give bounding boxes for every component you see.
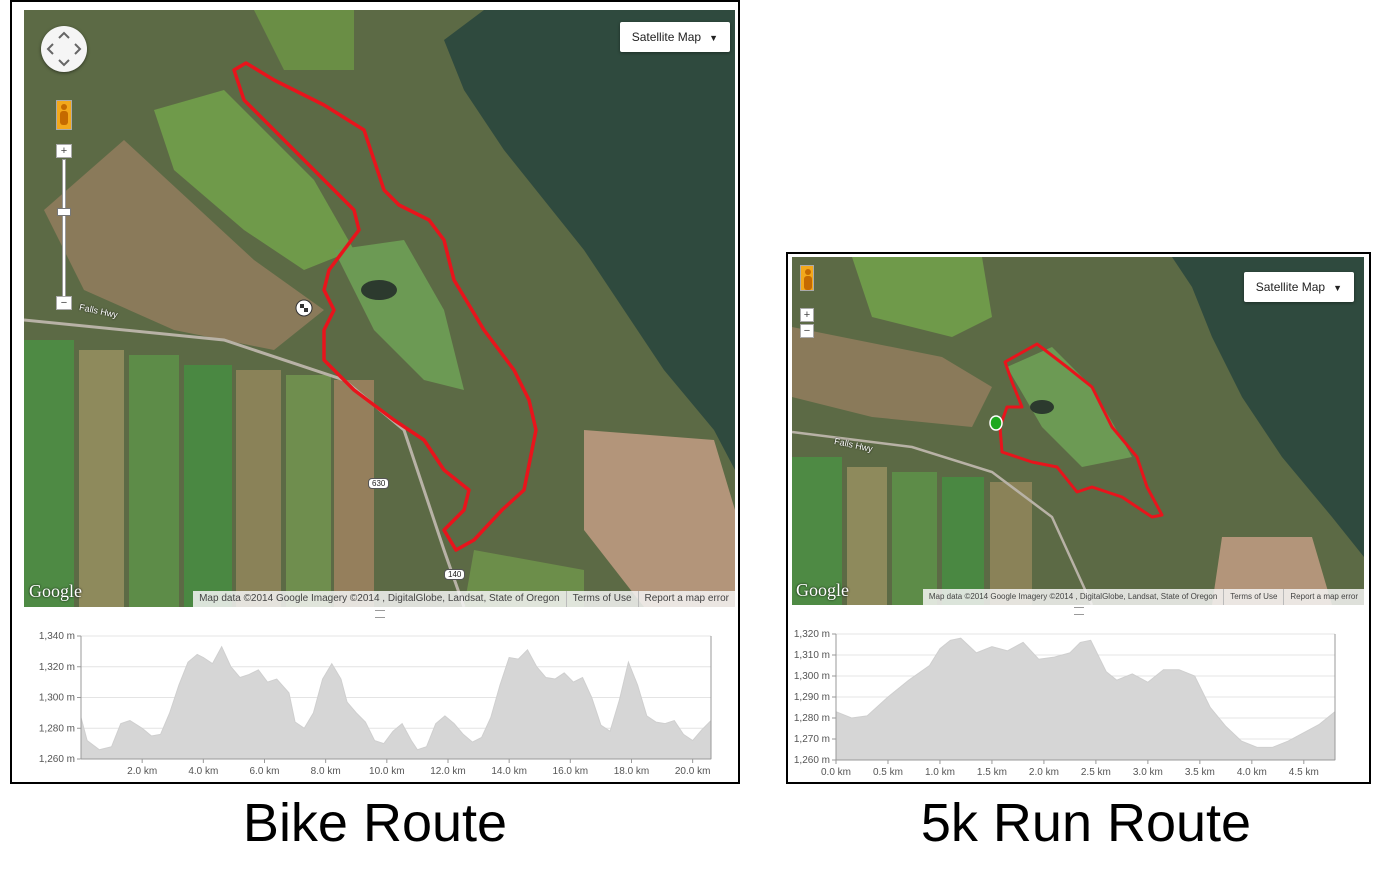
x-tick-label: 2.0 km xyxy=(1029,767,1059,776)
map-attribution: Map data ©2014 Google Imagery ©2014 , Di… xyxy=(193,591,735,607)
y-tick-label: 1,270 m xyxy=(794,734,830,745)
y-tick-label: 1,310 m xyxy=(794,650,830,661)
google-logo: Google xyxy=(796,580,849,600)
run-elevation-chart: 1,260 m 1,270 m 1,280 m 1,290 m 1,300 m 1,310… xyxy=(792,618,1364,776)
google-logo: Google xyxy=(29,581,82,601)
run-route-caption: 5k Run Route xyxy=(920,793,1252,853)
bike-elevation-svg: 1,260 m 1,280 m 1,300 m 1,320 m 1,340 m 2.0 k… xyxy=(39,631,712,777)
elevation-area xyxy=(835,637,1336,761)
x-tick-label: 0.5 km xyxy=(873,767,903,776)
map-type-button[interactable]: Satellite Map ▼ xyxy=(1243,272,1354,302)
y-tick-label: 1,320 m xyxy=(39,662,75,673)
zoom-in-button[interactable]: + xyxy=(800,308,814,322)
x-tick-label: 1.0 km xyxy=(925,767,955,776)
zoom-in-button[interactable]: + xyxy=(56,144,72,158)
x-tick-label: 3.5 km xyxy=(1185,767,1215,776)
x-tick-label: 1.5 km xyxy=(977,767,1007,776)
bike-route-panel: + − Falls Hwy 630 140 Satellite Map ▼ Goo… xyxy=(10,0,740,784)
satellite-imagery xyxy=(792,257,1364,605)
x-tick-label: 4.5 km xyxy=(1289,767,1319,776)
bike-route-caption: Bike Route xyxy=(242,793,508,853)
green-start-marker-icon[interactable] xyxy=(989,415,1003,433)
run-map[interactable]: + − Falls Hwy Satellite Map ▼ Google Map … xyxy=(792,257,1364,605)
resize-grip[interactable] xyxy=(1074,607,1084,615)
x-tick-label: 4.0 km xyxy=(188,766,218,777)
report-error-link[interactable]: Report a map error xyxy=(637,591,735,607)
dropdown-caret-icon: ▼ xyxy=(709,33,718,43)
zoom-out-button[interactable]: − xyxy=(56,296,72,310)
terms-link[interactable]: Terms of Use xyxy=(565,591,638,607)
x-tick-label: 12.0 km xyxy=(430,766,466,777)
y-tick-label: 1,260 m xyxy=(794,755,830,766)
y-tick-label: 1,300 m xyxy=(794,671,830,682)
x-tick-label: 6.0 km xyxy=(249,766,279,777)
x-tick-label: 2.5 km xyxy=(1081,767,1111,776)
x-tick-label: 4.0 km xyxy=(1237,767,1267,776)
checkered-flag-icon[interactable] xyxy=(295,299,313,317)
y-tick-label: 1,260 m xyxy=(39,754,75,765)
y-tick-label: 1,300 m xyxy=(39,693,75,704)
road-shield-140: 140 xyxy=(444,569,466,580)
attribution-text: Map data ©2014 Google Imagery ©2014 , Di… xyxy=(928,592,1218,601)
run-route-panel: + − Falls Hwy Satellite Map ▼ Google Map … xyxy=(786,252,1371,784)
satellite-imagery xyxy=(24,10,735,607)
pan-control[interactable] xyxy=(41,26,87,72)
x-tick-label: 16.0 km xyxy=(553,766,589,777)
zoom-out-button[interactable]: − xyxy=(800,324,814,338)
bike-map[interactable]: + − Falls Hwy 630 140 Satellite Map ▼ Goo… xyxy=(24,10,735,607)
map-attribution: Map data ©2014 Google Imagery ©2014 , Di… xyxy=(922,589,1364,605)
x-tick-label: 10.0 km xyxy=(369,766,405,777)
map-type-label: Satellite Map xyxy=(631,30,702,44)
map-type-button[interactable]: Satellite Map ▼ xyxy=(619,22,730,52)
y-tick-label: 1,290 m xyxy=(794,692,830,703)
x-tick-label: 0.0 km xyxy=(821,767,851,776)
run-elevation-svg: 1,260 m 1,270 m 1,280 m 1,290 m 1,300 m 1,310… xyxy=(794,629,1336,776)
x-tick-label: 8.0 km xyxy=(311,766,341,777)
x-tick-label: 14.0 km xyxy=(491,766,527,777)
dropdown-caret-icon: ▼ xyxy=(1333,283,1342,293)
x-tick-label: 2.0 km xyxy=(127,766,157,777)
y-tick-label: 1,280 m xyxy=(794,713,830,724)
report-error-link[interactable]: Report a map error xyxy=(1283,589,1364,605)
y-tick-label: 1,320 m xyxy=(794,629,830,640)
terms-link[interactable]: Terms of Use xyxy=(1223,589,1283,605)
y-tick-label: 1,280 m xyxy=(39,723,75,734)
pegman-icon[interactable] xyxy=(800,265,814,291)
pan-arrows-icon xyxy=(46,31,82,67)
x-tick-label: 18.0 km xyxy=(614,766,650,777)
zoom-slider-track[interactable] xyxy=(62,159,66,299)
road-shield-630: 630 xyxy=(368,478,390,489)
y-tick-label: 1,340 m xyxy=(39,631,75,642)
x-tick-label: 3.0 km xyxy=(1133,767,1163,776)
zoom-slider-thumb[interactable] xyxy=(57,208,71,216)
x-tick-label: 20.0 km xyxy=(675,766,711,777)
attribution-text: Map data ©2014 Google Imagery ©2014 , Di… xyxy=(199,593,560,604)
bike-elevation-chart: 1,260 m 1,280 m 1,300 m 1,320 m 1,340 m 2.0 k… xyxy=(24,618,735,780)
map-type-label: Satellite Map xyxy=(1255,280,1326,294)
resize-grip[interactable] xyxy=(375,610,385,618)
elevation-area xyxy=(80,645,712,760)
pegman-icon[interactable] xyxy=(56,100,72,130)
